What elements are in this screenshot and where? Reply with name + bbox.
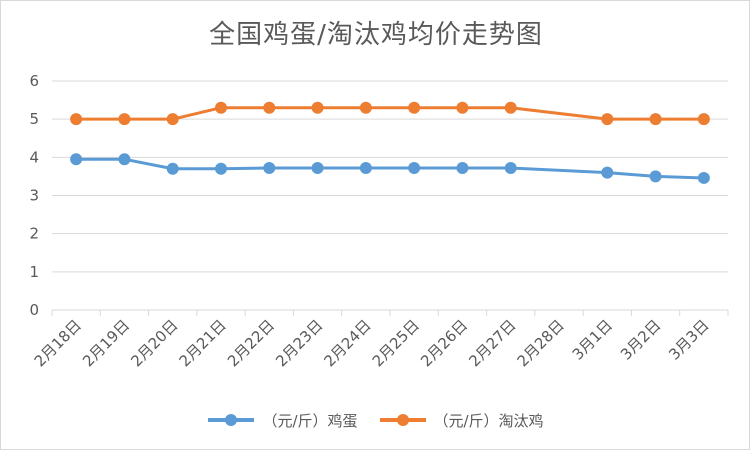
- series-0-point-6: [359, 162, 372, 175]
- series-0-point-4: [263, 162, 276, 175]
- x-tick-label-1: 2月19日: [79, 316, 133, 370]
- series-1-point-9: [504, 101, 517, 114]
- series-0-point-5: [311, 162, 324, 175]
- x-tick-label-8: 2月26日: [417, 316, 471, 370]
- series-0-point-7: [408, 162, 421, 175]
- legend-swatch-culled-hens: [379, 414, 426, 426]
- series-0-point-13: [697, 171, 710, 184]
- x-tick-label-4: 2月22日: [224, 316, 278, 370]
- series-0-point-11: [601, 166, 614, 179]
- series-1-point-0: [70, 113, 83, 126]
- legend-label-culled-hens: （元/斤）淘汰鸡: [433, 411, 544, 430]
- x-tick-label-9: 2月27日: [465, 316, 519, 370]
- series-1-point-2: [166, 113, 179, 126]
- x-tick-label-3: 2月21日: [176, 316, 230, 370]
- y-tick-label-6: 6: [29, 72, 39, 90]
- legend-item-eggs[interactable]: （元/斤）鸡蛋: [208, 410, 358, 431]
- chart-title: 全国鸡蛋/淘汰鸡均价走势图: [209, 20, 543, 50]
- series-1-point-5: [311, 101, 324, 114]
- legend-swatch-eggs: [208, 414, 255, 426]
- series-0-point-0: [70, 153, 83, 166]
- y-tick-label-2: 2: [29, 225, 39, 243]
- y-tick-label-1: 1: [29, 263, 39, 281]
- series-1-point-1: [118, 113, 131, 126]
- x-tick-label-12: 3月2日: [617, 316, 664, 363]
- series-1-point-7: [408, 101, 421, 114]
- legend-item-culled-hens[interactable]: （元/斤）淘汰鸡: [379, 410, 544, 431]
- series-0-point-2: [166, 162, 179, 175]
- x-tick-label-0: 2月18日: [31, 316, 85, 370]
- series-0-point-12: [649, 170, 662, 183]
- series-1-point-8: [456, 101, 469, 114]
- x-tick-label-6: 2月24日: [320, 316, 374, 370]
- x-tick-label-2: 2月20日: [127, 316, 181, 370]
- y-tick-label-5: 5: [29, 110, 39, 128]
- x-tick-label-7: 2月25日: [369, 316, 423, 370]
- legend-label-eggs: （元/斤）鸡蛋: [262, 411, 358, 430]
- chart-legend: （元/斤）鸡蛋 （元/斤）淘汰鸡: [0, 408, 752, 432]
- x-tick-label-10: 2月28日: [514, 316, 568, 370]
- series-0-point-3: [215, 162, 227, 175]
- series-1-point-4: [263, 101, 276, 114]
- series-1-point-3: [215, 101, 227, 114]
- series-1-point-13: [697, 113, 710, 126]
- x-tick-label-11: 3月1日: [569, 316, 616, 363]
- series-0-point-8: [456, 162, 469, 175]
- x-tick-label-13: 3月3日: [665, 316, 712, 363]
- y-tick-label-4: 4: [29, 148, 39, 166]
- series-1-point-12: [649, 113, 662, 126]
- y-tick-label-3: 3: [29, 187, 39, 205]
- series-0-point-1: [118, 153, 131, 166]
- y-tick-label-0: 0: [29, 301, 39, 319]
- series-1-point-11: [601, 113, 614, 126]
- series-0-point-9: [504, 162, 517, 175]
- x-tick-label-5: 2月23日: [272, 316, 326, 370]
- series-1-point-6: [359, 101, 372, 114]
